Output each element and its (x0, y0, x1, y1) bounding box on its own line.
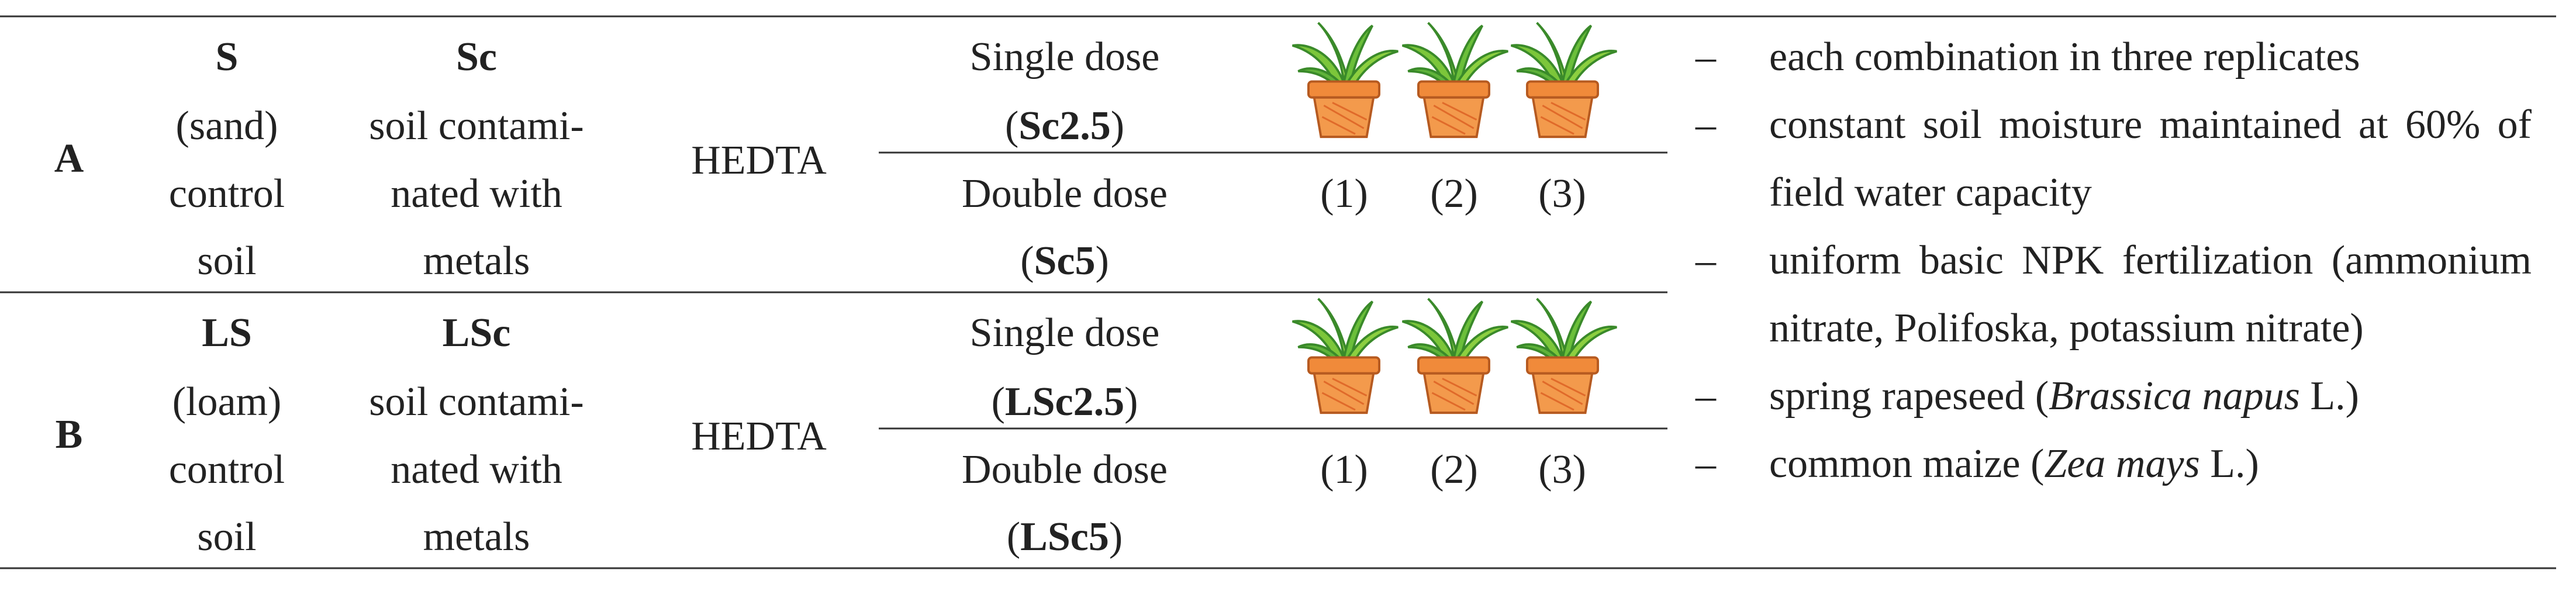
contaminated-text: soil contami- (369, 103, 584, 148)
note-text: Zea mays (2044, 441, 2200, 486)
plant-pot-icon (1510, 21, 1618, 139)
replicate-label: (2) (1430, 171, 1478, 216)
note-marker: – (1696, 238, 1716, 283)
plant-pot-icon (1510, 297, 1618, 414)
dose-code: (LSc5) (1007, 503, 1123, 571)
group-label: B (55, 412, 83, 457)
control-text: (loam) (172, 379, 282, 424)
replicate-label: (3) (1538, 447, 1586, 492)
contaminated-text: nated with (391, 171, 562, 216)
contaminated-text: soil contami- (369, 379, 584, 424)
note-text: spring rapeseed ( (1769, 374, 2049, 419)
note-text: Brassica napus (2049, 374, 2300, 419)
note-text: each combination in three replicates (1769, 34, 2360, 80)
contaminated-text: metals (423, 514, 530, 559)
control-text: soil (197, 239, 257, 284)
note-text: L.) (2199, 441, 2259, 486)
contaminated-text: nated with (391, 447, 562, 492)
note-marker: – (1696, 374, 1716, 419)
control-text: control (168, 171, 285, 216)
dose-code-part: LSc2.5 (1004, 379, 1125, 424)
dose-code-part: ) (1124, 379, 1138, 424)
control-code: S (215, 34, 239, 80)
note-marker: – (1696, 34, 1716, 80)
contaminated-code: Sc (456, 34, 497, 80)
note-marker: – (1696, 441, 1716, 486)
note: – each combination in three replicates (1696, 23, 2532, 91)
treatment: HEDTA (691, 138, 827, 183)
dose-code-part: ( (1020, 239, 1034, 284)
replicate-label: (3) (1538, 171, 1586, 216)
note-text: L.) (2299, 374, 2359, 419)
dose-code-part: Sc2.5 (1018, 103, 1111, 148)
dose-code-part: ) (1095, 239, 1109, 284)
dose-name: Single dose (969, 310, 1160, 355)
replicate-label: (2) (1430, 447, 1478, 492)
note: – uniform basic NPK fertilization (ammoni… (1696, 227, 2532, 362)
note: – common maize (Zea mays L.) (1696, 430, 2532, 498)
dose-code-part: Sc5 (1034, 239, 1096, 284)
notes: – each combination in three replicates – co… (1696, 23, 2532, 498)
note-text: common maize ( (1769, 441, 2045, 486)
dose-code-part: ) (1110, 103, 1125, 148)
replicate-label: (1) (1320, 171, 1368, 216)
control-text: (sand) (175, 103, 278, 148)
control-text: soil (197, 514, 257, 559)
dose-code-part: ) (1109, 514, 1123, 559)
group-label: A (54, 136, 84, 181)
dose-code-part: ( (1004, 103, 1019, 148)
plant-pot-icon (1291, 297, 1400, 414)
control-text: control (168, 447, 285, 492)
dose-code: (LSc2.5) (992, 368, 1138, 436)
note-text: uniform basic NPK fertilization (ammoniu… (1769, 238, 2532, 351)
dose-code-part: LSc5 (1020, 514, 1109, 559)
plant-pot-icon (1401, 297, 1510, 414)
dose-code: (Sc5) (1020, 227, 1109, 295)
plant-pot-icon (1401, 21, 1510, 139)
dose-name: Double dose (962, 171, 1168, 216)
plant-pot-icon (1291, 21, 1400, 139)
note: – spring rapeseed (Brassica napus L.) (1696, 362, 2532, 430)
treatment: HEDTA (691, 414, 827, 459)
contaminated-code: LSc (442, 310, 511, 355)
note-marker: – (1696, 102, 1716, 147)
note: – constant soil moisture maintained at 60… (1696, 91, 2532, 227)
control-code: LS (202, 310, 252, 355)
contaminated-text: metals (423, 239, 530, 284)
dose-code-part: ( (991, 379, 1005, 424)
replicate-label: (1) (1320, 447, 1368, 492)
dose-code-part: ( (1006, 514, 1021, 559)
note-text: constant soil moisture maintained at 60%… (1769, 102, 2532, 215)
dose-name: Single dose (969, 34, 1160, 80)
dose-code: (Sc2.5) (1005, 92, 1124, 160)
dose-name: Double dose (962, 447, 1168, 492)
